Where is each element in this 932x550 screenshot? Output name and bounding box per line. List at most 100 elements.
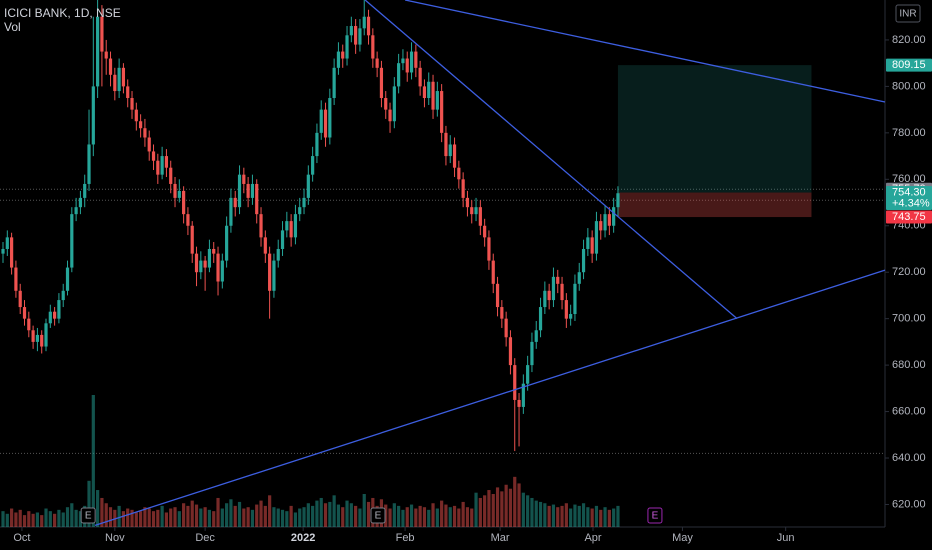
candle-body	[91, 86, 95, 145]
volume-bar	[409, 504, 414, 527]
x-tick-label: Nov	[105, 532, 125, 544]
candle-body	[160, 156, 164, 175]
volume-bar	[57, 509, 61, 527]
candle-body	[573, 283, 577, 315]
candle-body	[358, 28, 362, 45]
candle-body	[207, 248, 212, 268]
volume-bar	[246, 507, 250, 527]
volume-bar	[349, 503, 353, 527]
candle-body	[96, 16, 100, 87]
candle-body	[70, 214, 74, 268]
volume-bar	[405, 507, 409, 527]
candle-body	[577, 272, 581, 284]
candle-body	[354, 26, 358, 45]
volume-bar	[242, 508, 246, 527]
volume-bar	[207, 509, 212, 527]
candle-body	[362, 16, 366, 29]
volume-bar	[323, 503, 328, 527]
candle-body	[289, 221, 293, 238]
candle-body	[349, 26, 353, 36]
candle-body	[143, 128, 147, 138]
volume-bar	[160, 505, 164, 527]
volume-bar	[444, 504, 448, 527]
trendline	[94, 269, 886, 526]
volume-bar	[126, 508, 130, 527]
candle-body	[65, 267, 70, 291]
volume-bar	[22, 515, 27, 527]
volume-bar	[70, 503, 74, 527]
y-tick-label: 780.00	[892, 127, 926, 139]
candle-body	[435, 91, 439, 110]
candle-body	[397, 63, 401, 87]
earnings-marker	[80, 507, 96, 524]
candle-body	[422, 86, 427, 99]
volume-bar	[177, 511, 181, 527]
candle-body	[259, 214, 263, 238]
volume-bar	[354, 505, 358, 527]
volume-bar	[237, 501, 242, 527]
stop-zone	[617, 192, 812, 218]
volume-bar	[250, 509, 255, 527]
x-tick-label: 2022	[291, 532, 315, 544]
volume-bar	[212, 511, 216, 527]
candle-body	[53, 311, 57, 319]
candle-body	[263, 237, 267, 254]
volume-bar	[65, 507, 70, 527]
volume-bar	[538, 501, 543, 527]
candle-body	[487, 237, 491, 261]
candle-body	[126, 86, 130, 99]
volume-bar	[560, 505, 564, 527]
candle-body	[495, 283, 500, 308]
candle-body	[272, 260, 276, 291]
candle-body	[508, 337, 513, 366]
candle-body	[156, 160, 160, 175]
volume-bar	[478, 497, 482, 527]
candle-body	[216, 253, 220, 282]
volume-bar	[186, 505, 190, 527]
candle-body	[616, 193, 620, 208]
candle-body	[440, 91, 444, 133]
candle-body	[78, 197, 83, 208]
candle-body	[311, 156, 315, 175]
candle-body	[74, 207, 78, 215]
volume-bar	[431, 503, 435, 527]
candle-body	[371, 35, 375, 59]
x-tick-label: Mar	[491, 532, 510, 544]
candle-body	[414, 51, 418, 68]
currency-button	[895, 4, 921, 23]
volume-bar	[18, 509, 22, 527]
candle-body	[379, 67, 384, 99]
candle-body	[405, 58, 409, 73]
candle-body	[130, 98, 134, 110]
candle-body	[457, 167, 461, 180]
volume-bar	[612, 508, 616, 527]
earnings-label: E	[85, 511, 92, 522]
y-tick-label: 700.00	[892, 313, 926, 325]
candle-body	[48, 311, 52, 324]
candle-body	[27, 318, 31, 331]
volume-bar	[521, 492, 525, 527]
candle-body	[35, 334, 40, 342]
volume-bar	[461, 501, 465, 527]
volume-bar	[599, 509, 603, 527]
candle-body	[306, 174, 310, 198]
volume-bar	[457, 508, 461, 527]
volume-bar	[164, 512, 169, 527]
volume-bar	[328, 501, 332, 527]
candle-body	[298, 207, 302, 215]
candle-body	[182, 190, 186, 215]
volume-bar	[203, 507, 207, 527]
volume-bar	[341, 507, 345, 527]
volume-bar	[143, 507, 147, 527]
volume-bar	[87, 480, 91, 527]
volume-bar	[5, 513, 9, 527]
volume-bar	[418, 505, 422, 527]
candle-body	[323, 109, 328, 138]
candle-body	[173, 183, 177, 198]
volume-bar	[108, 507, 113, 527]
candle-body	[276, 248, 280, 261]
volume-bar	[388, 508, 392, 527]
currency-label[interactable]: INR	[899, 9, 916, 20]
volume-bar	[134, 512, 138, 527]
